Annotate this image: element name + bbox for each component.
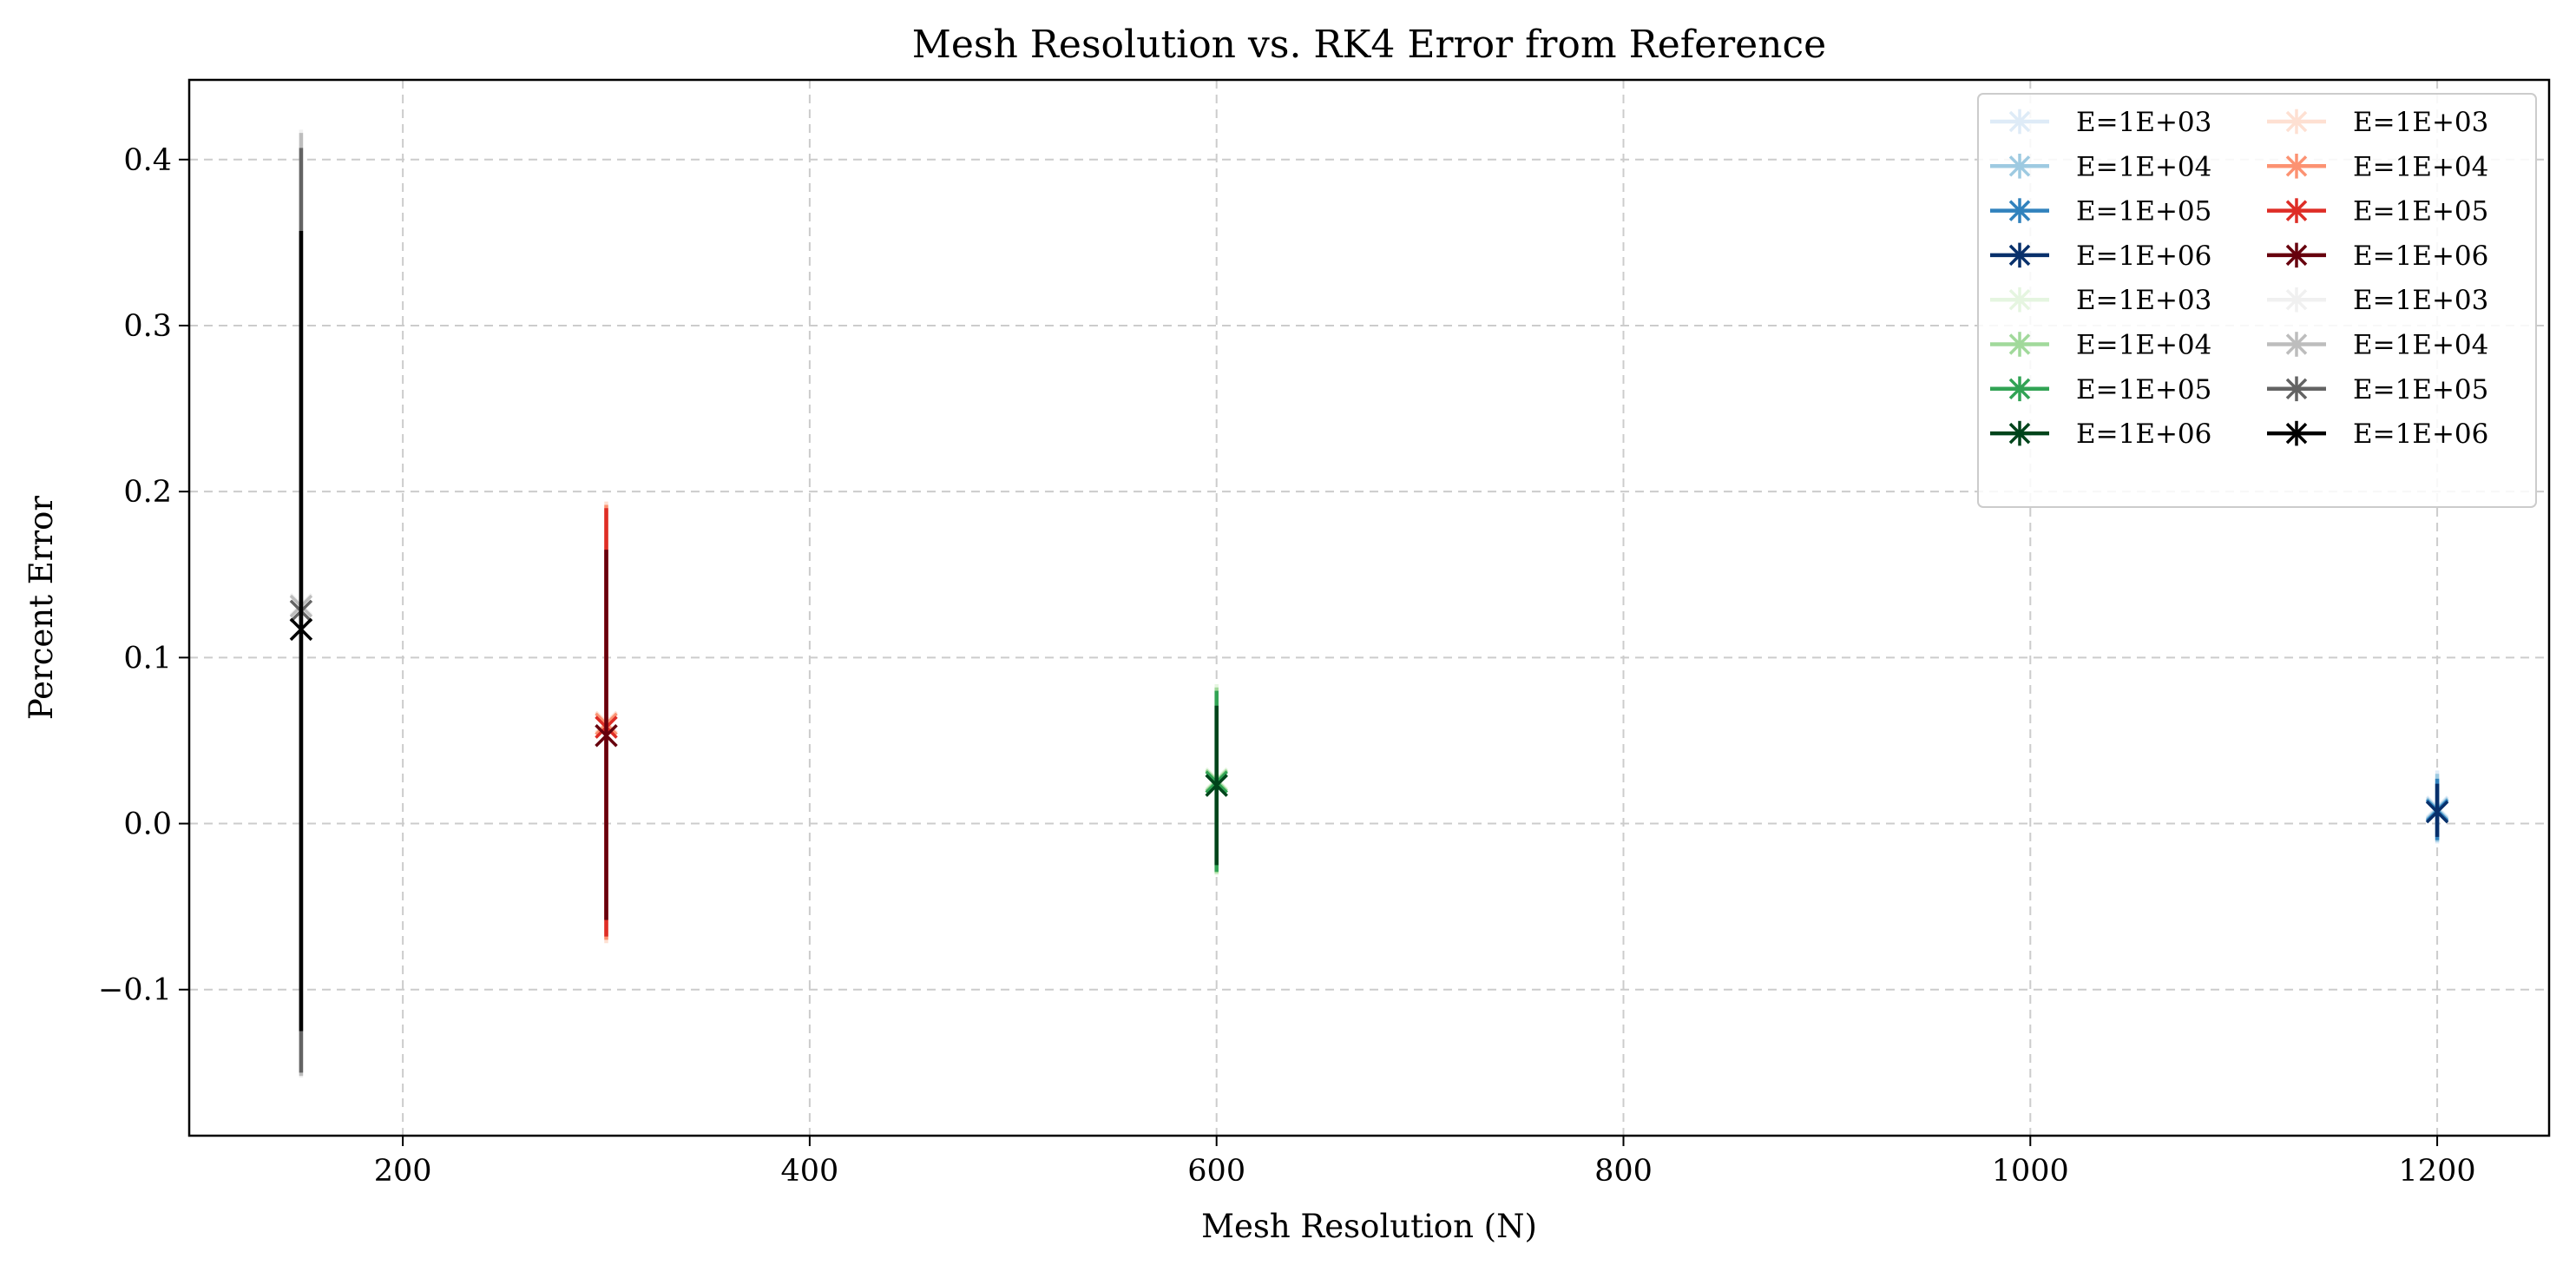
x-tick-label: 1200 bbox=[2399, 1154, 2476, 1189]
legend-marker bbox=[2008, 242, 2031, 268]
legend-entry: E=1E+05 bbox=[2267, 374, 2488, 405]
legend-label: E=1E+06 bbox=[2353, 241, 2488, 272]
legend-marker bbox=[2285, 420, 2308, 446]
legend-label: E=1E+05 bbox=[2353, 196, 2488, 227]
legend-entry: E=1E+05 bbox=[2267, 196, 2488, 227]
legend-marker bbox=[2008, 420, 2031, 446]
y-tick-label: 0.4 bbox=[123, 143, 172, 178]
x-tick-label: 400 bbox=[781, 1154, 839, 1189]
legend-marker bbox=[2008, 332, 2031, 357]
legend-marker bbox=[2285, 287, 2308, 313]
y-tick-label: 0.0 bbox=[123, 807, 172, 842]
legend-label: E=1E+04 bbox=[2353, 151, 2488, 182]
x-tick-label: 600 bbox=[1187, 1154, 1245, 1189]
legend-label: E=1E+03 bbox=[2353, 107, 2488, 138]
legend-label: E=1E+06 bbox=[2076, 241, 2211, 272]
legend: E=1E+03 E=1E+04 E=1E+05 E=1E+06 E=1E+03 E=1E+… bbox=[1977, 93, 2537, 508]
y-tick-label: −0.1 bbox=[98, 973, 172, 1008]
legend-label: E=1E+03 bbox=[2076, 107, 2211, 138]
legend-marker bbox=[2285, 376, 2308, 402]
chart-title: Mesh Resolution vs. RK4 Error from Refer… bbox=[912, 23, 1826, 67]
legend-entry: E=1E+06 bbox=[1990, 419, 2211, 450]
legend-entry: E=1E+05 bbox=[1990, 196, 2211, 227]
y-tick-label: 0.3 bbox=[123, 309, 172, 344]
legend-label: E=1E+04 bbox=[2076, 330, 2211, 361]
legend-marker bbox=[2285, 242, 2308, 268]
data-point bbox=[289, 616, 313, 643]
y-tick-label: 0.1 bbox=[123, 641, 172, 676]
data-point bbox=[1205, 771, 1228, 800]
legend-label: E=1E+04 bbox=[2076, 151, 2211, 182]
legend-label: E=1E+05 bbox=[2353, 374, 2488, 405]
legend-marker bbox=[2008, 109, 2031, 135]
series-11 bbox=[1205, 705, 1228, 866]
legend-entry: E=1E+03 bbox=[2267, 285, 2488, 316]
legend-label: E=1E+06 bbox=[2353, 419, 2488, 450]
y-tick-label: 0.2 bbox=[123, 475, 172, 510]
legend-label: E=1E+06 bbox=[2076, 419, 2211, 450]
legend-entry: E=1E+03 bbox=[2267, 107, 2488, 138]
series-layer bbox=[289, 129, 2449, 1078]
legend-marker bbox=[2008, 287, 2031, 313]
series-15 bbox=[289, 230, 313, 1031]
legend-entry: E=1E+04 bbox=[2267, 330, 2488, 361]
legend-label: E=1E+04 bbox=[2353, 330, 2488, 361]
series-3 bbox=[2425, 783, 2449, 837]
legend-marker bbox=[2285, 109, 2308, 135]
legend-label: E=1E+03 bbox=[2353, 285, 2488, 316]
legend-marker bbox=[2285, 198, 2308, 223]
plot-frame bbox=[187, 78, 2551, 1137]
data-point bbox=[2425, 798, 2449, 826]
x-tick-label: 1000 bbox=[1992, 1154, 2069, 1189]
legend-marker bbox=[2008, 198, 2031, 223]
legend-entry: E=1E+05 bbox=[1990, 374, 2211, 405]
series-7 bbox=[595, 550, 618, 920]
legend-marker bbox=[2285, 332, 2308, 357]
legend-marker bbox=[2008, 376, 2031, 402]
legend-marker bbox=[2285, 154, 2308, 179]
legend-entry: E=1E+04 bbox=[1990, 151, 2211, 182]
legend-entry: E=1E+04 bbox=[1990, 330, 2211, 361]
legend-entry: E=1E+06 bbox=[1990, 241, 2211, 272]
legend-entry: E=1E+06 bbox=[2267, 241, 2488, 272]
legend-box bbox=[1977, 93, 2537, 508]
legend-marker bbox=[2008, 154, 2031, 179]
legend-entry: E=1E+03 bbox=[1990, 107, 2211, 138]
y-axis-label: Percent Error bbox=[23, 496, 60, 721]
legend-entry: E=1E+04 bbox=[2267, 151, 2488, 182]
x-tick-label: 200 bbox=[374, 1154, 432, 1189]
ticks: 200 400 600 800 1000 1200 −0.1 0.0 0.1 0.2 0.3 0.4 bbox=[98, 143, 2476, 1189]
data-point bbox=[595, 722, 618, 749]
legend-label: E=1E+05 bbox=[2076, 196, 2211, 227]
legend-entry: E=1E+03 bbox=[1990, 285, 2211, 316]
legend-label: E=1E+03 bbox=[2076, 285, 2211, 316]
legend-label: E=1E+05 bbox=[2076, 374, 2211, 405]
x-axis-label: Mesh Resolution (N) bbox=[1201, 1208, 1537, 1245]
x-tick-label: 800 bbox=[1594, 1154, 1653, 1189]
legend-entry: E=1E+06 bbox=[2267, 419, 2488, 450]
